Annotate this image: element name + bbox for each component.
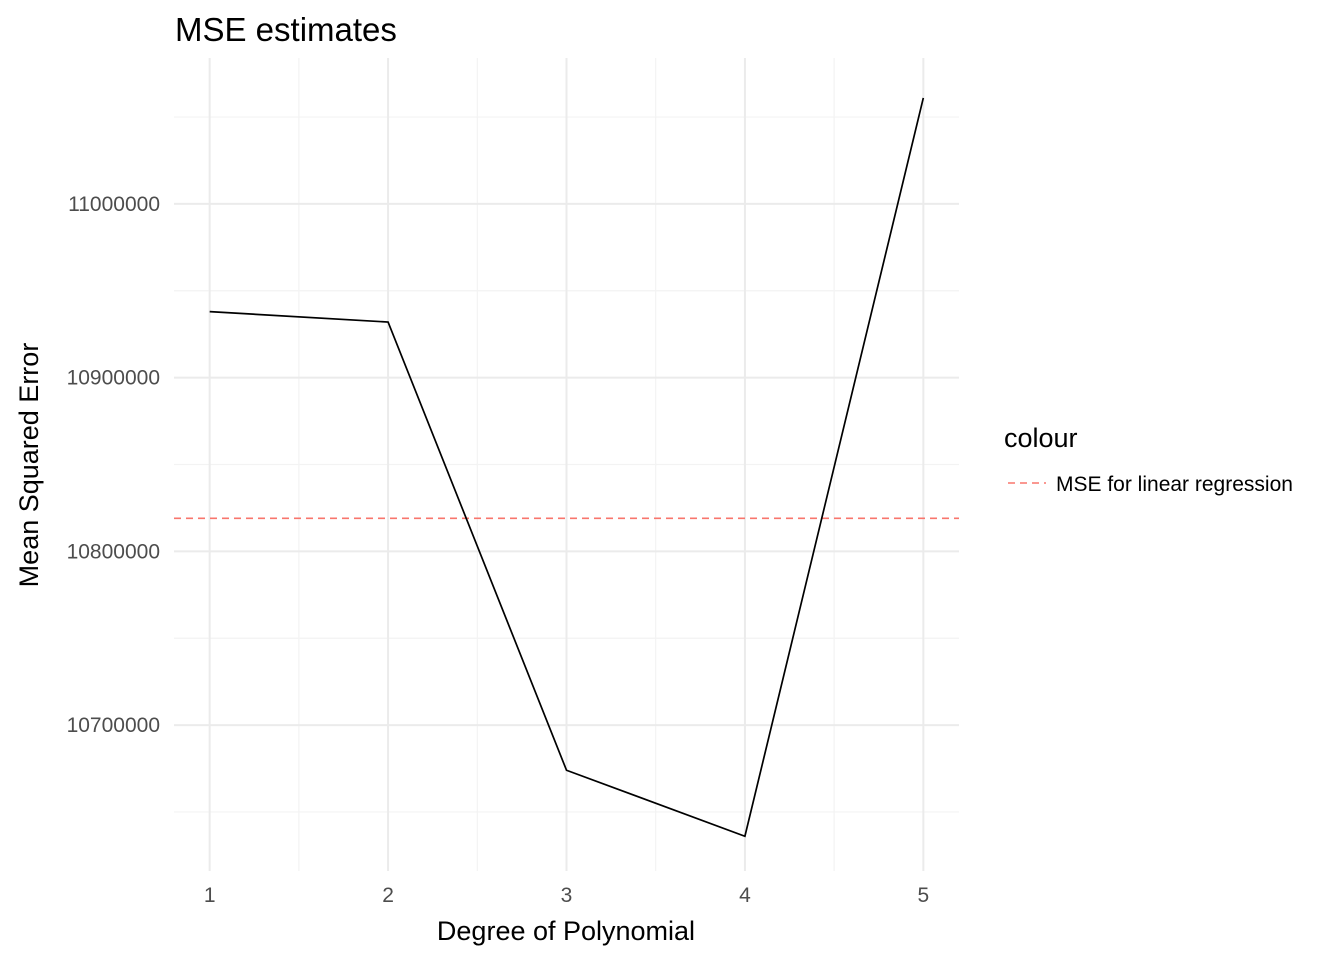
x-axis-ticks: 1 2 3 4 5 (204, 884, 929, 907)
y-tick-label: 10900000 (67, 367, 160, 390)
y-axis-ticks: 10700000 10800000 10900000 11000000 (67, 193, 160, 737)
x-tick-label: 3 (561, 884, 573, 907)
x-tick-label: 5 (917, 884, 929, 907)
series-line-0 (209, 97, 925, 838)
x-tick-label: 1 (204, 884, 216, 907)
series-layer (209, 97, 925, 838)
y-axis-title: Mean Squared Error (14, 343, 44, 588)
x-tick-label: 2 (382, 884, 394, 907)
x-axis-title: Degree of Polynomial (437, 916, 695, 946)
y-tick-label: 10700000 (67, 714, 160, 737)
x-tick-label: 4 (739, 884, 751, 907)
y-tick-label: 11000000 (68, 193, 160, 216)
legend-title: colour (1004, 423, 1078, 453)
y-tick-label: 10800000 (67, 540, 160, 563)
chart-title: MSE estimates (175, 11, 397, 48)
grid (174, 58, 959, 871)
legend: colour MSE for linear regression (1004, 423, 1293, 496)
legend-label-reference-line: MSE for linear regression (1056, 473, 1293, 496)
